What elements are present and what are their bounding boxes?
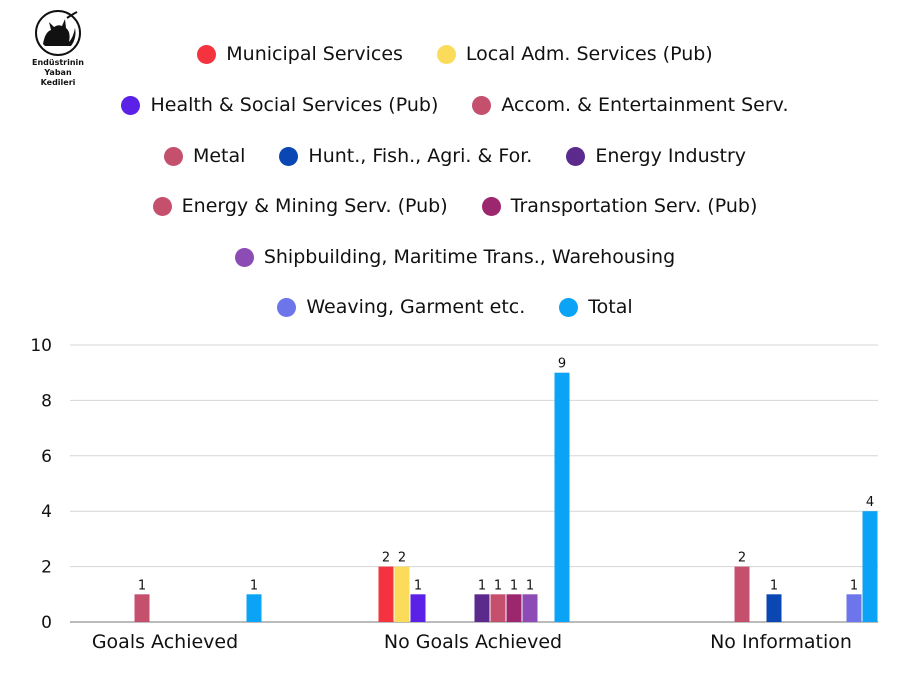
y-tick-label: 8 [41,391,52,411]
legend-item: Municipal Services [197,43,403,65]
legend-row: Metal Hunt., Fish., Agri. & For. Energy In… [0,141,910,171]
y-tick-label: 0 [41,613,52,633]
legend-item: Accom. & Entertainment Serv. [472,94,789,116]
bar [522,594,538,622]
legend-row: Shipbuilding, Maritime Trans., Warehousi… [0,242,910,272]
legend-label: Weaving, Garment etc. [306,296,526,318]
bar [862,511,878,622]
bar [246,594,262,622]
legend-item: Weaving, Garment etc. [277,296,525,318]
legend-label: Transportation Serv. (Pub) [510,195,758,217]
legend-swatch-icon [197,44,217,64]
data-label: 9 [558,357,566,372]
legend-swatch-icon [472,95,492,115]
legend-item: Transportation Serv. (Pub) [481,195,758,217]
y-tick-label: 2 [41,558,52,578]
logo-text-line-2: Yaban [44,68,72,77]
legend-swatch-icon [277,297,297,317]
legend-label: Health & Social Services (Pub) [150,94,439,116]
legend-swatch-icon [163,146,183,166]
data-label: 2 [398,551,406,566]
legend-item: Energy & Mining Serv. (Pub) [152,195,448,217]
legend-item: Local Adm. Services (Pub) [436,43,713,65]
data-label: 1 [770,578,778,593]
data-label: 1 [250,578,258,593]
data-label: 2 [382,551,390,566]
data-label: 1 [138,578,146,593]
x-category-label: No Goals Achieved [384,631,562,653]
black-cat-logo-icon [35,10,81,56]
x-category-label: No Information [710,631,852,653]
bar [766,594,782,622]
legend-row: Weaving, Garment etc. Total [0,292,910,322]
data-label: 1 [526,578,534,593]
data-label: 2 [738,551,746,566]
legend-label: Shipbuilding, Maritime Trans., Warehousi… [263,246,676,268]
data-label: 1 [850,578,858,593]
legend-label: Total [588,296,633,318]
data-label: 1 [510,578,518,593]
legend-item: Energy Industry [566,145,746,167]
legend-swatch-icon [152,196,172,216]
data-label: 1 [478,578,486,593]
legend-item: Health & Social Services (Pub) [121,94,438,116]
legend-label: Metal [192,145,246,167]
x-category-label: Goals Achieved [92,631,238,653]
legend-swatch-icon [121,95,141,115]
legend-item: Total [559,296,633,318]
bar [134,594,150,622]
legend-row: Health & Social Services (Pub) Accom. & E… [0,90,910,120]
logo: Endüstrinin Yaban Kedileri [22,8,94,88]
legend-swatch-icon [566,146,586,166]
data-label: 4 [866,495,874,510]
legend-label: Energy Industry [595,145,747,167]
y-tick-label: 4 [41,502,52,522]
bar [846,594,862,622]
legend-item: Shipbuilding, Maritime Trans., Warehousi… [234,246,676,268]
bar [734,566,750,622]
legend-label: Accom. & Entertainment Serv. [501,94,789,116]
bar [490,594,506,622]
data-label: 1 [414,578,422,593]
legend-swatch-icon [481,196,501,216]
legend-label: Energy & Mining Serv. (Pub) [181,195,448,217]
legend-label: Hunt., Fish., Agri. & For. [308,145,533,167]
bar [394,566,410,622]
bar [474,594,490,622]
data-label: 1 [494,578,502,593]
bar [410,594,426,622]
legend-swatch-icon [559,297,579,317]
legend-row: Energy & Mining Serv. (Pub) Transportatio… [0,191,910,221]
y-tick-label: 10 [30,336,52,356]
bar [554,372,570,622]
logo-text-line-1: Endüstrinin [32,58,84,67]
bar [378,566,394,622]
legend-row: Municipal Services Local Adm. Services (P… [0,39,910,69]
legend-swatch-icon [279,146,299,166]
legend-swatch-icon [234,247,254,267]
bar [506,594,522,622]
legend-label: Municipal Services [226,43,403,65]
legend-item: Hunt., Fish., Agri. & For. [279,145,532,167]
legend-item: Metal [163,145,246,167]
legend-label: Local Adm. Services (Pub) [465,43,713,65]
y-tick-label: 6 [41,447,52,467]
logo-text-line-3: Kedileri [40,78,76,87]
legend-swatch-icon [436,44,456,64]
